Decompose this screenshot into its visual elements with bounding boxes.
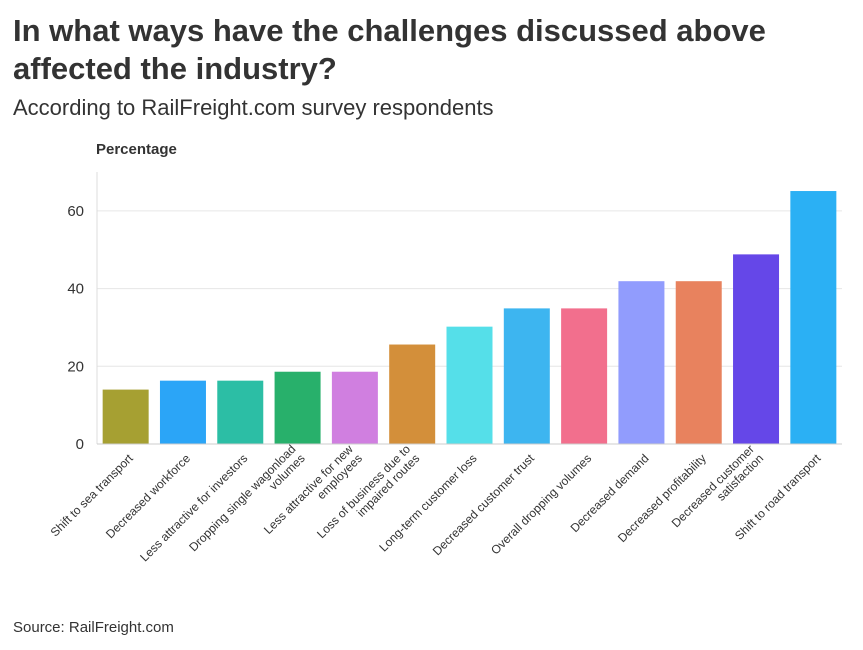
bar (733, 254, 780, 444)
y-tick-label: 60 (67, 203, 84, 220)
bar (790, 191, 837, 444)
bar (503, 308, 550, 444)
y-tick-label: 20 (67, 358, 84, 375)
bar (389, 344, 436, 444)
bar (675, 281, 722, 444)
y-axis-label: Percentage (96, 141, 177, 158)
y-tick-label: 40 (67, 281, 84, 298)
y-tick-label: 0 (76, 436, 84, 453)
x-tick-label: Overall dropping volumes (488, 451, 594, 557)
bar (446, 326, 493, 444)
bar (331, 371, 378, 444)
x-tick-label: Decreased customer trust (430, 451, 538, 559)
chart-subtitle: According to RailFreight.com survey resp… (13, 95, 494, 120)
bar (561, 308, 608, 444)
bar (274, 371, 321, 444)
bar (217, 380, 264, 444)
source-note: Source: RailFreight.com (13, 619, 174, 636)
bar (102, 389, 149, 444)
bar (618, 281, 665, 444)
bar (159, 380, 206, 444)
chart-title: In what ways have the challenges discuss… (13, 13, 766, 86)
